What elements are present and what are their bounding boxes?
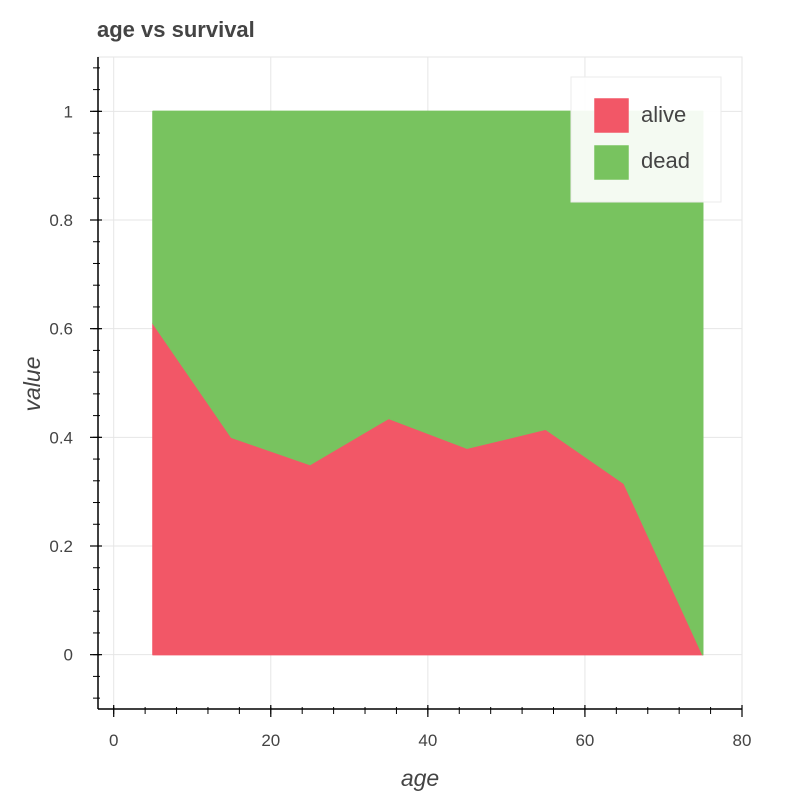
y-tick-label: 1 [64,102,73,121]
legend: alive dead [570,76,722,203]
y-tick-label: 0.8 [49,211,73,230]
y-tick-label: 0.2 [49,537,73,556]
y-axis-label: value [19,357,45,412]
y-tick-label: 0 [64,646,73,665]
legend-box [570,76,722,203]
x-tick-label: 0 [109,731,118,750]
legend-swatch-alive [594,98,629,133]
x-axis-label: age [401,765,439,791]
x-tick-label: 60 [575,731,594,750]
x-tick-label: 80 [733,731,752,750]
legend-label-alive: alive [641,102,686,127]
x-tick-label: 20 [261,731,280,750]
axes: 0 20 40 60 80 0 0.2 0.4 0.6 0.8 1 [49,57,751,750]
x-tick-label: 40 [418,731,437,750]
y-tick-label: 0.6 [49,320,73,339]
legend-swatch-dead [594,145,629,180]
chart-title: age vs survival [97,17,255,42]
y-tick-label: 0.4 [49,428,73,447]
legend-label-dead: dead [641,148,690,173]
